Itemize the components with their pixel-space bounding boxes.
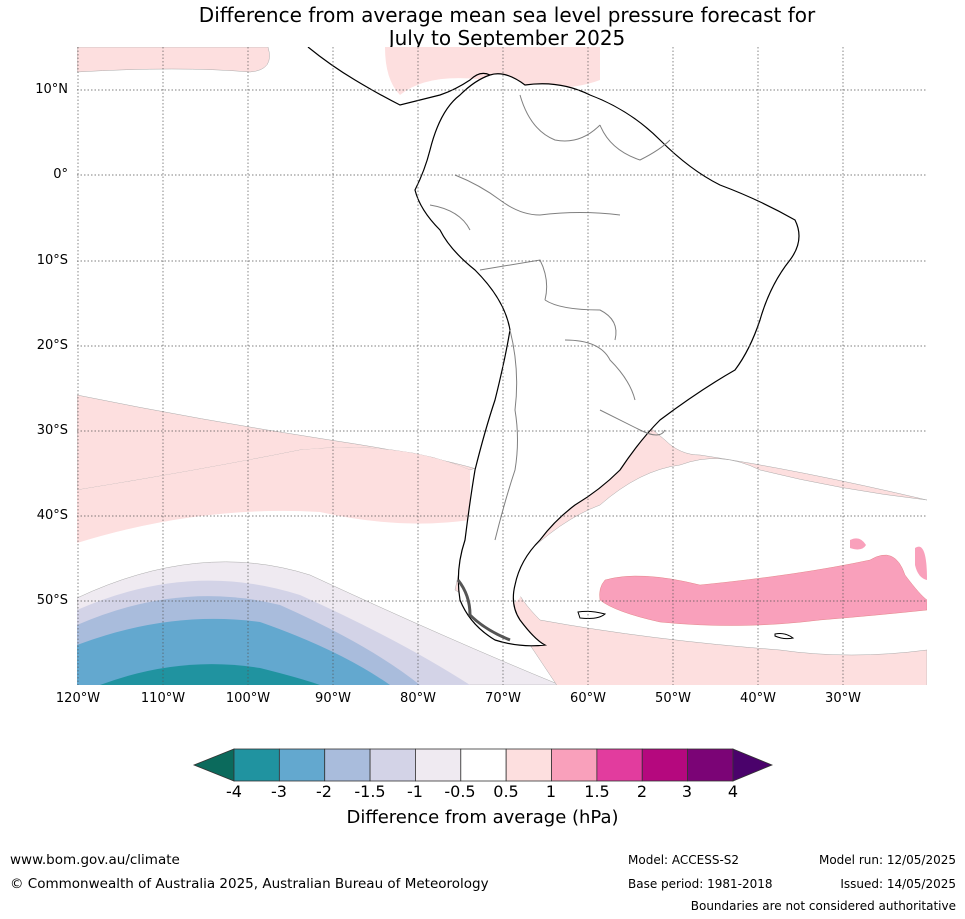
anomaly-pos05-north [77, 47, 270, 73]
cb-tick: 2 [636, 782, 648, 801]
cb-tick: -0.5 [444, 782, 476, 801]
lon-label-50w: 50°W [655, 691, 691, 706]
lon-label-30w: 30°W [825, 691, 861, 706]
footer-model-run: Model run: 12/05/2025 [818, 853, 956, 867]
lon-label-40w: 40°W [740, 691, 776, 706]
cb-tick: -1 [407, 782, 423, 801]
anomaly-pos05-carib [385, 47, 600, 95]
cb-tick: -2 [316, 782, 332, 801]
anomaly-neg2 [77, 618, 390, 685]
cb-tick: -1.5 [354, 782, 386, 801]
cb-tick: -3 [271, 782, 287, 801]
lon-label-80w: 80°W [400, 691, 436, 706]
footer-website[interactable]: www.bom.gov.au/climate [10, 852, 180, 868]
lat-label-10s: 10°S [36, 253, 68, 268]
footer-model: Model: ACCESS-S2 [628, 853, 740, 867]
central-america-coastline [307, 47, 491, 106]
colorbar-label: Difference from average (hPa) [346, 807, 619, 828]
cb-tick: 1.5 [584, 782, 610, 801]
lon-label-90w: 90°W [315, 691, 351, 706]
footer-issued: Issued: 14/05/2025 [840, 877, 956, 891]
lon-label-60w: 60°W [570, 691, 606, 706]
gridlines [77, 47, 927, 685]
anomaly-pos1 [599, 554, 927, 626]
cb-tick: -4 [226, 782, 242, 801]
title-line-2: July to September 2025 [388, 26, 626, 50]
lat-label-50s: 50°S [36, 593, 68, 608]
lon-label-110w: 110°W [140, 691, 186, 706]
cb-tick: 4 [727, 782, 739, 801]
cb-tick: 3 [681, 782, 693, 801]
map-title: Difference from average mean sea level p… [0, 4, 965, 50]
lat-label-40s: 40°S [36, 508, 68, 523]
footer-disclaimer: Boundaries are not considered authoritat… [690, 899, 956, 913]
lat-label-0: 0° [53, 167, 68, 182]
footer-copyright: © Commonwealth of Australia 2025, Austra… [10, 876, 489, 892]
cb-tick: 1 [545, 782, 557, 801]
anomaly-pos05-band [77, 447, 470, 543]
lat-label-30s: 30°S [36, 423, 68, 438]
lat-label-10n: 10°N [35, 82, 68, 97]
lon-label-70w: 70°W [485, 691, 521, 706]
lon-label-100w: 100°W [225, 691, 271, 706]
country-borders [429, 94, 671, 541]
anomaly-neg3 [100, 664, 320, 685]
title-line-1: Difference from average mean sea level p… [198, 3, 816, 27]
cb-tick: 0.5 [493, 782, 519, 801]
lat-label-20s: 20°S [36, 338, 68, 353]
lon-label-120w: 120°W [55, 691, 101, 706]
footer-base-period: Base period: 1981-2018 [628, 877, 773, 891]
south-america-coastline [414, 73, 800, 647]
